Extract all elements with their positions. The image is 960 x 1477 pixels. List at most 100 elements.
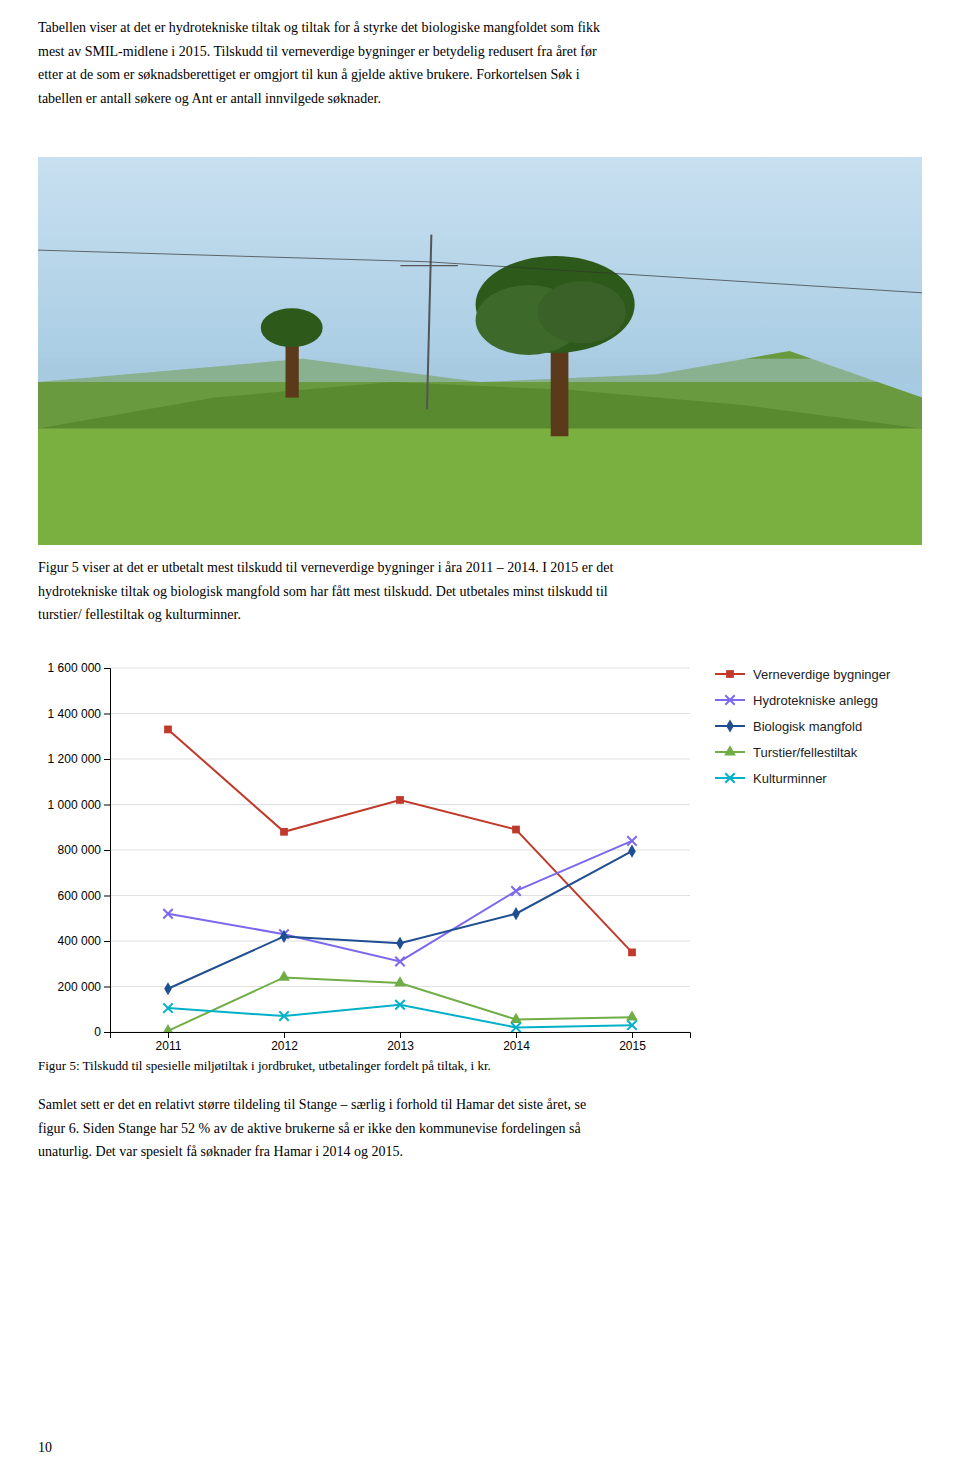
y-tick-mark (104, 941, 110, 942)
chart: 0200 000400 000600 000800 0001 000 0001 … (48, 661, 891, 1052)
legend-label: Kulturminner (753, 771, 827, 786)
grid-line (110, 804, 690, 805)
paragraph-line: turstier/ fellestiltak og kulturminner. (38, 607, 241, 622)
photo-wire (427, 262, 922, 293)
photo-sky (38, 157, 922, 545)
series-marker (626, 1010, 638, 1020)
y-tick-label: 1 400 000 (48, 707, 102, 721)
series-marker (394, 976, 406, 986)
y-tick-label: 1 200 000 (48, 752, 102, 766)
photo (38, 157, 922, 545)
x-tick-label: 2011 (156, 1039, 182, 1053)
x-tick: 2014 (503, 1032, 530, 1053)
paragraph-line: Tabellen viser at det er hydrotekniske t… (38, 20, 600, 35)
y-tick: 1 400 000 (48, 707, 110, 721)
x-tick: 2015 (619, 1032, 646, 1053)
photo-hills (38, 351, 922, 545)
grid-line (110, 759, 690, 760)
legend-item: Kulturminner (715, 771, 827, 786)
paragraph-line: tabellen er antall søkere og Ant er anta… (38, 91, 381, 106)
y-axis-line (104, 669, 111, 1033)
series-line (168, 1005, 632, 1028)
series-marker (396, 796, 404, 804)
grid-line (110, 850, 690, 851)
series-marker (628, 949, 636, 957)
series-marker (512, 826, 520, 834)
series-marker (627, 1020, 636, 1029)
paragraph: Figur 5 viser at det er utbetalt mest ti… (38, 560, 613, 622)
x-tick-label: 2014 (503, 1039, 530, 1053)
legend-item: Turstier/fellestiltak (715, 745, 858, 760)
series-marker (164, 726, 172, 734)
series (164, 726, 636, 957)
legend-symbol (725, 695, 734, 704)
series-marker (511, 886, 520, 895)
grid-line (110, 895, 690, 896)
photo-trunk (286, 343, 299, 397)
photo-crossbar (400, 265, 457, 266)
grid (110, 668, 690, 1032)
y-tick-label: 400 000 (58, 934, 102, 948)
legend-symbol (725, 773, 734, 782)
photo-canopy (537, 281, 625, 343)
x-tick: 2013 (387, 1032, 414, 1053)
legend-symbol (726, 670, 734, 678)
legend-label: Verneverdige bygninger (753, 667, 891, 682)
x-tick-label: 2015 (619, 1039, 646, 1053)
y-tick-label: 1 600 000 (48, 661, 102, 675)
series-line (168, 841, 632, 962)
series (163, 836, 636, 966)
photo-field (38, 429, 922, 545)
series-marker (395, 1000, 404, 1009)
y-tick-mark (104, 896, 110, 897)
legend-item: Verneverdige bygninger (715, 667, 891, 682)
series-marker (396, 937, 404, 950)
series (163, 1000, 636, 1032)
y-tick-mark (104, 668, 110, 669)
y-tick-mark (104, 805, 110, 806)
series-marker (162, 1024, 174, 1032)
y-tick-label: 1 000 000 (48, 798, 102, 812)
legend: Verneverdige bygninger Hydrotekniske anle… (715, 667, 891, 786)
y-tick-label: 0 (94, 1025, 101, 1039)
series-marker (395, 957, 404, 966)
page: Tabellen viser at det er hydrotekniske t… (0, 0, 960, 1477)
photo-wire (38, 250, 427, 262)
y-tick-mark (104, 987, 110, 988)
legend-label: Hydrotekniske anlegg (753, 693, 878, 708)
legend-symbol (724, 745, 736, 755)
y-tick: 800 000 (58, 843, 110, 857)
series (164, 845, 636, 996)
y-tick: 200 000 (58, 980, 110, 994)
series-marker (510, 1013, 522, 1023)
series-marker (512, 907, 520, 920)
plot-marks (162, 726, 638, 1032)
y-tick-label: 800 000 (58, 843, 102, 857)
photo-pole (427, 235, 431, 410)
paragraph: Samlet sett er det en relativt større ti… (38, 1097, 586, 1159)
series-marker (163, 1003, 172, 1012)
y-axis: 0200 000400 000600 000800 0001 000 0001 … (48, 661, 111, 1039)
grid-line (110, 668, 690, 669)
paragraph-line: mest av SMIL-midlene i 2015. Tilskudd ti… (38, 44, 597, 59)
y-tick-label: 200 000 (58, 980, 102, 994)
series-marker (280, 930, 288, 943)
series-marker (280, 828, 288, 836)
paragraph-line: Figur 5 viser at det er utbetalt mest ti… (38, 560, 613, 575)
paragraph: Tabellen viser at det er hydrotekniske t… (38, 20, 600, 106)
photo-canopy (261, 308, 323, 347)
y-tick: 1 200 000 (48, 752, 110, 766)
y-tick-mark (104, 714, 110, 715)
page-number: 10 (38, 1440, 52, 1455)
series-marker (163, 909, 172, 918)
legend-item: Hydrotekniske anlegg (715, 693, 878, 708)
x-tick-label: 2013 (387, 1039, 414, 1053)
y-tick: 0 (94, 1025, 110, 1039)
photo-hill (38, 382, 922, 545)
paragraph-line: Samlet sett er det en relativt større ti… (38, 1097, 586, 1112)
grid-line (110, 713, 690, 714)
legend-label: Turstier/fellestiltak (753, 745, 858, 760)
photo-water (38, 359, 922, 382)
series-marker (279, 1011, 288, 1020)
paragraph-line: hydrotekniske tiltak og biologisk mangfo… (38, 584, 608, 599)
